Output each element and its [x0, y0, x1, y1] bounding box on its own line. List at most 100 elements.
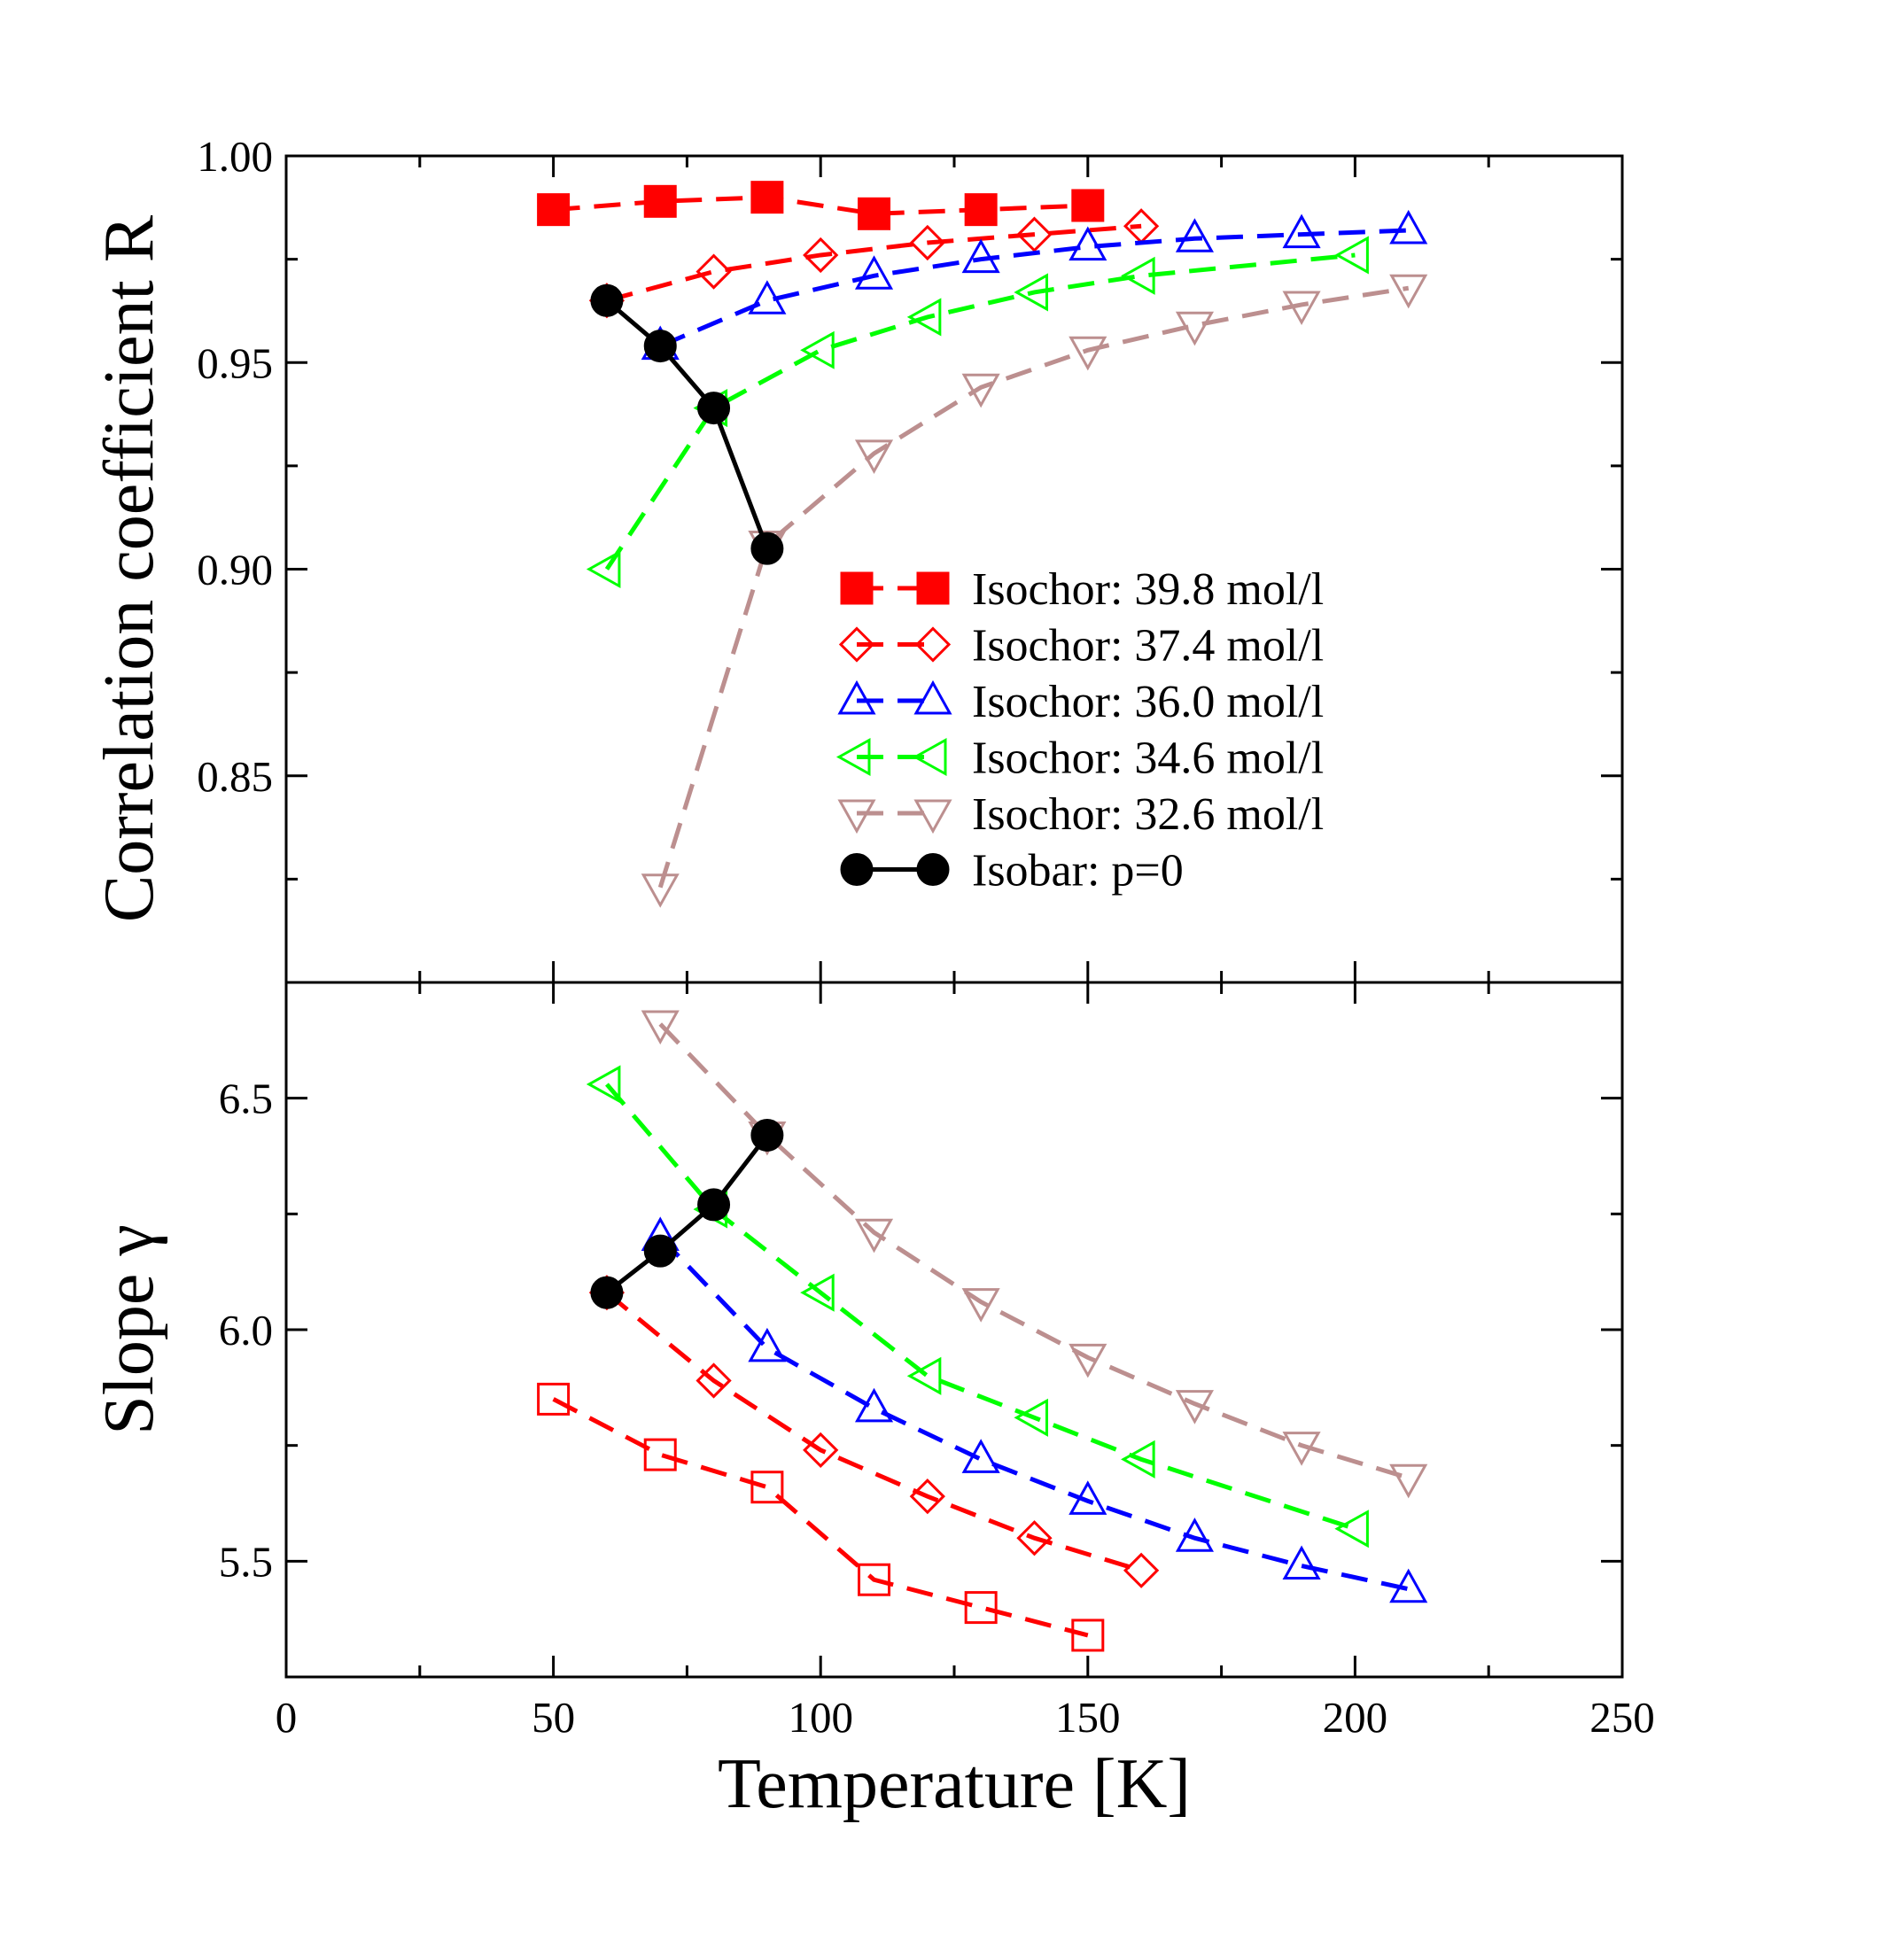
top-y-axis-title: Correlation coefficient R [90, 214, 168, 922]
data-point [803, 237, 839, 274]
x-tick-label: 200 [1323, 1693, 1388, 1742]
series-line [553, 195, 1088, 216]
series-line [659, 228, 1409, 348]
y-tick-label: 5.5 [219, 1537, 273, 1586]
data-point [697, 1188, 731, 1222]
legend-marker [912, 737, 947, 777]
series-line [658, 1235, 1410, 1592]
data-point [1389, 1463, 1428, 1499]
legend-marker [913, 799, 952, 834]
x-tick-labels: 0 50 100 150 200 250 [276, 1693, 1655, 1742]
series-line [604, 252, 1356, 570]
data-point [1175, 311, 1214, 346]
bottom-y-tick-labels: 5.5 6.0 6.5 [219, 1075, 273, 1587]
data-point [961, 373, 1000, 408]
legend-marker [913, 679, 952, 715]
series-line [657, 285, 1410, 889]
data-point [1071, 189, 1105, 222]
data-point [1389, 1568, 1428, 1603]
data-point [964, 1591, 998, 1625]
legend-marker [914, 626, 952, 663]
data-point [906, 1356, 942, 1395]
legend-label: Isochor: 37.4 mol/l [972, 621, 1324, 671]
x-tick-label: 100 [788, 1693, 853, 1742]
data-point [1175, 1390, 1214, 1424]
legend-label: Isochor: 39.8 mol/l [972, 564, 1324, 615]
series-line [605, 299, 770, 550]
x-tick-label: 50 [532, 1693, 575, 1742]
data-point [858, 197, 891, 230]
data-point [586, 1065, 621, 1104]
data-point [1282, 291, 1321, 326]
data-point [906, 298, 942, 337]
data-point [854, 1387, 894, 1423]
y-tick-label: 6.5 [219, 1075, 273, 1123]
data-point [537, 1382, 571, 1416]
data-point [590, 1276, 624, 1309]
legend-label: Isobar: p=0 [972, 846, 1184, 896]
data-point [1069, 336, 1107, 371]
y-tick-label: 0.85 [197, 752, 273, 801]
series-line [552, 1397, 1089, 1638]
data-point [1071, 1618, 1105, 1652]
data-point [909, 1479, 945, 1515]
data-point [964, 193, 998, 227]
data-point [1069, 1480, 1107, 1515]
legend-marker [838, 626, 875, 663]
data-point [1014, 1398, 1048, 1437]
top-series-group [537, 181, 1428, 908]
legend-marker [837, 679, 876, 715]
legend-marker [840, 853, 874, 886]
data-point [643, 330, 677, 363]
data-point [1069, 1343, 1107, 1378]
data-point [1389, 209, 1428, 244]
series-line [605, 1083, 1356, 1532]
data-point [696, 253, 732, 290]
y-tick-label: 0.95 [197, 338, 273, 387]
data-point [854, 1218, 894, 1254]
data-point [1282, 1545, 1321, 1580]
data-point [1121, 256, 1155, 295]
legend-marker [840, 571, 874, 605]
data-point [1175, 1517, 1214, 1552]
data-point [748, 280, 787, 314]
top-axis-ticks [286, 154, 1622, 982]
x-tick-label: 150 [1055, 1693, 1121, 1742]
data-point [800, 330, 835, 369]
data-point [961, 1439, 1000, 1473]
series-line [658, 1022, 1410, 1480]
data-point [1016, 216, 1053, 252]
data-point [961, 238, 1000, 274]
data-point [1014, 273, 1048, 312]
data-point [803, 1432, 839, 1469]
legend-marker [835, 737, 871, 777]
data-point [854, 439, 894, 474]
bottom-series-group [537, 1010, 1428, 1652]
data-point [858, 1563, 891, 1596]
data-point [750, 1471, 784, 1504]
legend-label: Isochor: 36.0 mol/l [972, 677, 1324, 727]
data-point [750, 181, 784, 214]
data-point [1069, 226, 1107, 261]
data-point [1175, 218, 1214, 252]
data-point [641, 1010, 680, 1045]
y-tick-label: 1.00 [197, 132, 273, 181]
legend-label: Isochor: 32.6 mol/l [972, 789, 1324, 840]
top-y-tick-labels: 0.85 0.90 0.95 1.00 [197, 132, 273, 801]
data-point [697, 392, 731, 425]
legend-label: Isochor: 34.6 mol/l [972, 734, 1324, 784]
data-point [748, 1327, 787, 1362]
data-point [641, 873, 680, 908]
x-axis-title: Temperature [K] [718, 1745, 1191, 1823]
y-tick-label: 0.90 [197, 546, 273, 594]
bottom-plot-frame [284, 981, 1624, 1679]
data-point [537, 193, 571, 227]
legend-marker [916, 571, 950, 605]
bottom-axis-ticks [286, 981, 1622, 1679]
data-point [1282, 213, 1321, 249]
legend: Isochor: 39.8 mol/l Isochor: 37.4 mol/l Is… [835, 564, 1324, 896]
data-point [750, 1118, 784, 1152]
data-point [1121, 1440, 1155, 1479]
data-point [643, 184, 677, 218]
